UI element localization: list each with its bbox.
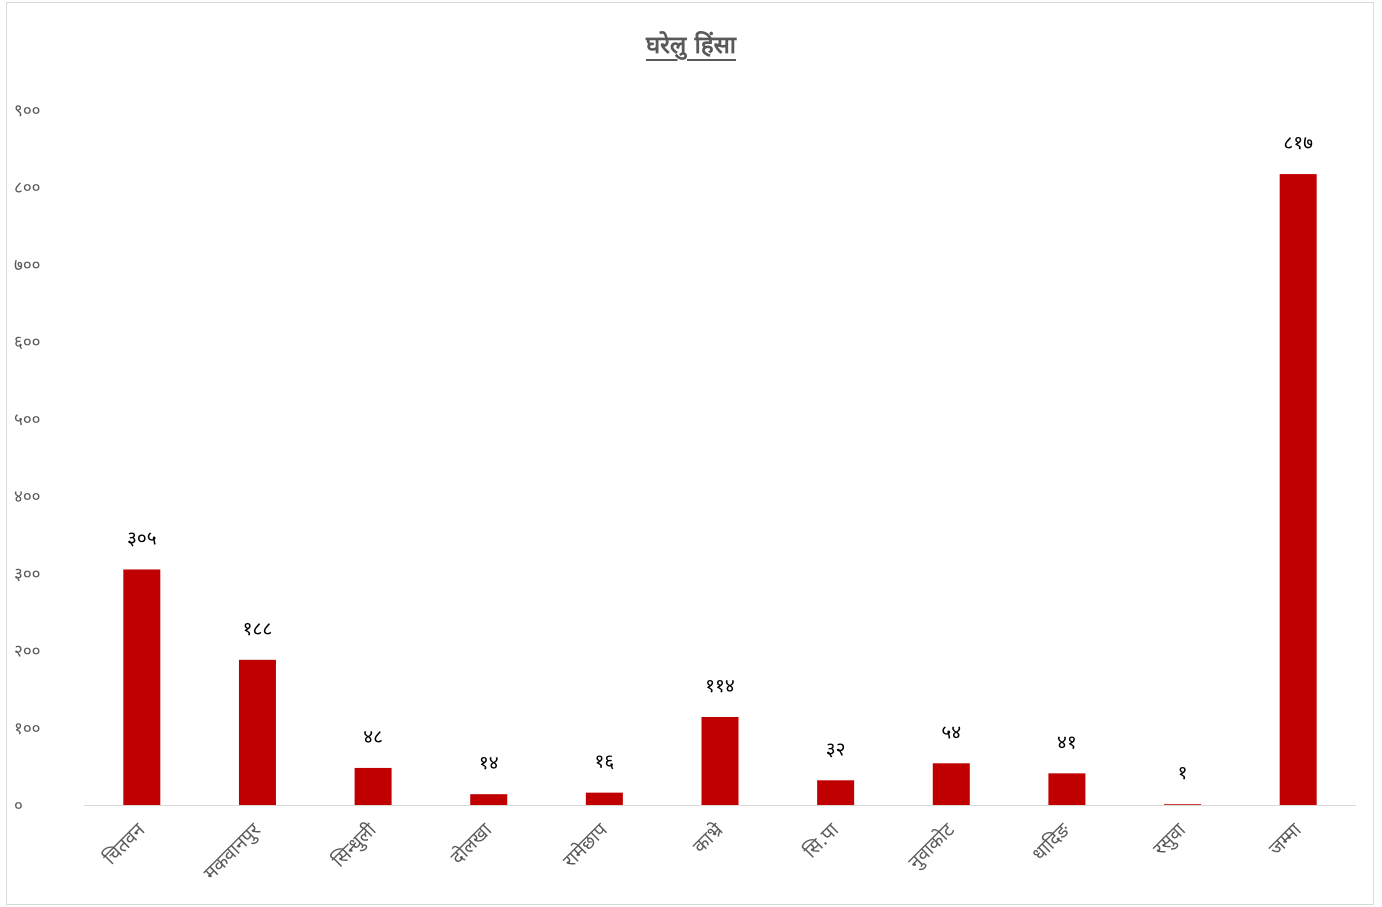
y-tick-label: ९०० (14, 101, 41, 121)
category-label: जम्मा (1265, 818, 1307, 860)
data-label: ८१७ (1283, 132, 1313, 154)
bar (585, 792, 623, 805)
bar (701, 716, 739, 805)
category-label: नुवाकोट (904, 818, 960, 874)
y-tick-label: ५०० (14, 410, 41, 430)
category-label: चितवन (98, 818, 149, 869)
data-label: ३०५ (127, 527, 157, 549)
category-label: रसुवा (1149, 818, 1192, 861)
y-tick-label: ३०० (14, 564, 41, 584)
bar (470, 794, 508, 805)
bar (1279, 174, 1317, 805)
chart-frame (6, 2, 1374, 905)
bar (817, 780, 855, 805)
category-label: धादिङ (1027, 818, 1075, 866)
data-label: ३२ (826, 738, 846, 760)
data-label: १४ (479, 752, 499, 774)
y-tick-label: २०० (14, 642, 41, 662)
data-label: ११४ (705, 675, 735, 697)
data-label: ४१ (1057, 731, 1077, 753)
category-label: सि.पा (799, 818, 844, 863)
y-tick-label: १०० (14, 719, 41, 739)
bar (932, 763, 970, 805)
y-tick-label: ० (14, 796, 23, 816)
category-label: रामेछाप (558, 817, 613, 872)
chart-title-text: घरेलु हिंसा (645, 31, 737, 59)
y-tick-label: ७०० (14, 255, 41, 275)
data-label: १ (1178, 762, 1188, 784)
data-label: १६ (594, 751, 614, 773)
category-label: काभ्रे (688, 818, 728, 858)
data-label: १८८ (243, 618, 273, 640)
category-label: दोलखा (446, 818, 497, 869)
y-tick-label: ६०० (14, 333, 41, 353)
bar (238, 659, 276, 805)
data-label: ४८ (363, 726, 383, 748)
bar (1048, 773, 1086, 805)
bar (354, 767, 392, 805)
chart-title: घरेलु हिंसा (0, 28, 1382, 61)
bar (123, 569, 161, 805)
category-label: सिन्धुली (327, 818, 382, 873)
y-tick-label: ८०० (14, 178, 41, 198)
y-tick-label: ४०० (14, 487, 41, 507)
bar (1164, 804, 1202, 805)
data-label: ५४ (941, 721, 961, 743)
category-label: मकवानपुर (200, 818, 267, 885)
